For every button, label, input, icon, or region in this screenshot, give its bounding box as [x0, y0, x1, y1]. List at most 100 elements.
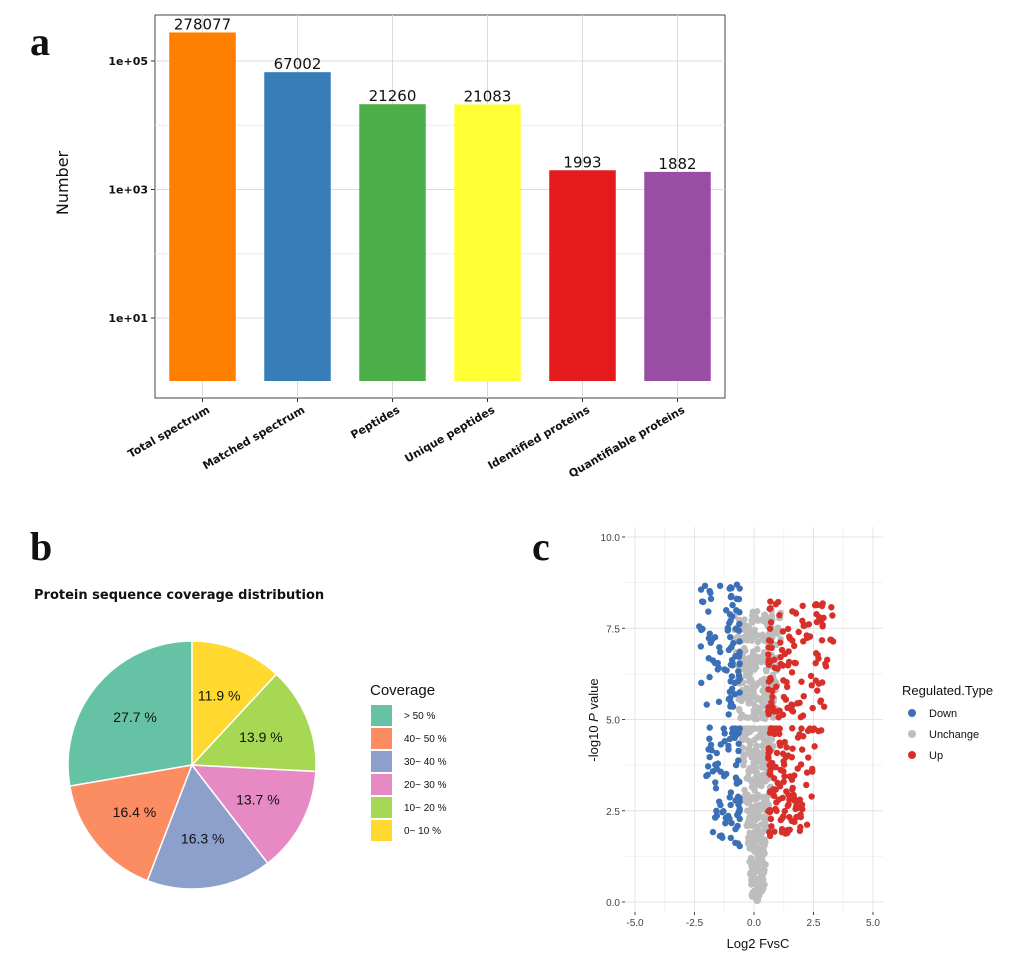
volcano-point-up [812, 659, 819, 667]
volcano-point-up [801, 622, 809, 629]
volcano-point-unchange [743, 684, 750, 692]
volcano-x-tick-label: -2.5 [686, 918, 704, 929]
volcano-x-axis-title: Log2 FvsC [727, 936, 790, 951]
volcano-point-up [766, 832, 774, 840]
volcano-legend-label: Up [929, 750, 943, 762]
pie-slice-label: 13.7 % [236, 792, 280, 808]
volcano-point-unchange [751, 736, 758, 744]
volcano-point-up [796, 827, 804, 835]
volcano-point-up [800, 692, 807, 700]
volcano-point-down [728, 730, 736, 737]
volcano-point-unchange [752, 705, 759, 712]
volcano-point-up [771, 708, 778, 715]
volcano-point-unchange [754, 868, 762, 875]
volcano-point-up [776, 730, 783, 738]
volcano-point-unchange [758, 884, 765, 891]
pie-title: Protein sequence coverage distribution [34, 588, 324, 603]
volcano-point-down [717, 768, 724, 775]
volcano-point-up [767, 815, 775, 823]
volcano-point-down [736, 815, 743, 823]
volcano-point-down [726, 815, 733, 822]
volcano-point-down [735, 747, 742, 755]
volcano-point-up [781, 738, 788, 746]
volcano-point-unchange [745, 737, 753, 745]
volcano-point-unchange [744, 694, 752, 702]
volcano-point-unchange [761, 739, 768, 746]
pie-legend: > 50 % 40~ 50 % 30~ 40 % 20~ 30 % 10~ 20 % 0… [371, 705, 447, 841]
volcano-point-up [771, 664, 778, 671]
pie-slice-label: 16.3 % [181, 831, 225, 847]
volcano-point-up [807, 672, 815, 680]
volcano-point-down [726, 633, 734, 641]
pie-slice-3 [190, 764, 317, 865]
volcano-point-up [770, 792, 778, 800]
volcano-point-up [827, 636, 834, 643]
volcano-point-up [778, 829, 786, 836]
volcano-point-unchange [750, 848, 758, 855]
volcano-point-up [809, 704, 816, 712]
volcano-y-title-suffix: value [586, 678, 601, 713]
volcano-legend-key [908, 730, 916, 738]
volcano-point-up [773, 799, 780, 806]
volcano-point-up [781, 773, 788, 780]
volcano-point-up [798, 678, 805, 685]
volcano-point-unchange [748, 868, 755, 876]
volcano-point-up [771, 763, 778, 771]
volcano-point-unchange [758, 703, 766, 710]
volcano-point-unchange [755, 632, 762, 639]
volcano-point-up [813, 618, 821, 626]
volcano-y-title-prefix: -log10 [586, 722, 601, 762]
volcano-point-down [704, 763, 712, 770]
volcano-point-up [791, 795, 798, 802]
volcano-point-down [706, 587, 713, 595]
volcano-point-up [773, 807, 780, 815]
volcano-y-tick-label: 7.5 [606, 624, 620, 635]
pie-slice-labels: 27.7 % 16.4 % 16.3 % 13.7 % 13.9 % 11.9 % [113, 688, 283, 847]
volcano-point-down [713, 807, 720, 815]
volcano-point-unchange [750, 862, 758, 870]
volcano-point-up [818, 637, 826, 644]
volcano-point-down [732, 839, 739, 847]
volcano-point-down [720, 808, 727, 815]
volcano-point-down [736, 842, 743, 850]
volcano-point-down [728, 673, 736, 680]
volcano-point-unchange [761, 715, 769, 723]
volcano-point-unchange [752, 768, 759, 776]
volcano-point-down [727, 678, 734, 685]
pie-legend-label: 30~ 40 % [404, 757, 447, 768]
volcano-point-down [716, 582, 724, 590]
volcano-point-up [765, 637, 773, 644]
pie-slice-label: 16.4 % [113, 804, 157, 820]
volcano-point-down [722, 607, 730, 614]
volcano-point-down [706, 753, 713, 761]
panel-letter-a: a [30, 19, 50, 64]
volcano-point-unchange [751, 747, 758, 754]
pie-slice-4 [190, 673, 317, 773]
volcano-point-up [794, 700, 801, 707]
volcano-point-unchange [758, 772, 765, 779]
volcano-point-up [803, 781, 810, 789]
volcano-point-up [819, 600, 826, 607]
volcano-point-down [736, 648, 743, 656]
volcano-point-up [776, 783, 784, 790]
volcano-point-up [783, 744, 790, 751]
volcano-point-unchange [749, 619, 756, 626]
volcano-point-down [713, 749, 720, 757]
volcano-point-down [717, 741, 724, 748]
bar-plot-area [154, 14, 726, 399]
bar-value-label: 1882 [658, 155, 696, 173]
volcano-point-down [735, 595, 743, 603]
volcano-point-down [707, 595, 715, 603]
volcano-point-up [786, 796, 793, 804]
volcano-point-up [788, 669, 796, 676]
volcano-point-up [766, 605, 773, 612]
volcano-y-tick-label: 5.0 [606, 716, 620, 727]
volcano-point-up [773, 749, 781, 757]
panel-letter-c: c [532, 524, 550, 569]
volcano-point-up [765, 711, 772, 718]
volcano-point-down [698, 626, 705, 634]
volcano-point-unchange [742, 626, 750, 633]
volcano-point-up [819, 679, 826, 686]
volcano-point-unchange [748, 779, 756, 787]
volcano-point-up [799, 805, 806, 813]
